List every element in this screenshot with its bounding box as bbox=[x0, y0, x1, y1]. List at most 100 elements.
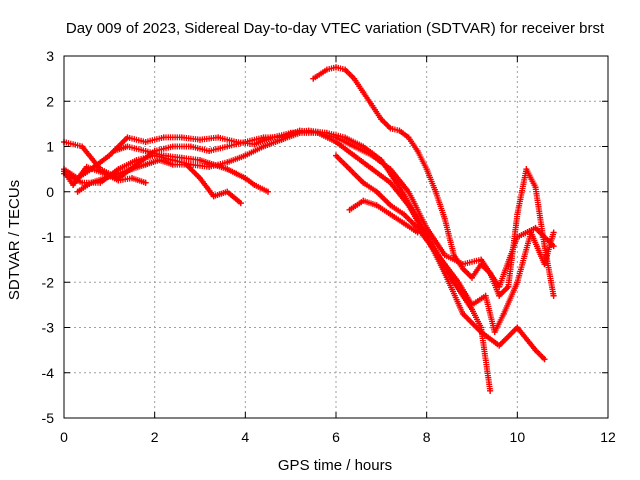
data-point bbox=[187, 143, 194, 150]
data-point bbox=[505, 283, 512, 290]
x-tick-label: 12 bbox=[600, 429, 616, 445]
data-point bbox=[342, 66, 349, 73]
y-axis-label: SDTVAR / TECUs bbox=[6, 180, 23, 300]
data-point bbox=[287, 129, 294, 136]
data-point bbox=[496, 292, 503, 299]
data-point bbox=[333, 152, 339, 159]
data-point bbox=[351, 143, 358, 150]
data-point bbox=[478, 324, 485, 331]
data-point bbox=[491, 329, 498, 336]
data-point bbox=[133, 157, 140, 164]
data-point bbox=[527, 229, 534, 236]
data-point bbox=[360, 179, 367, 186]
data-point bbox=[482, 292, 489, 299]
data-point bbox=[224, 143, 231, 150]
chart-title: Day 009 of 2023, Sidereal Day-to-day VTE… bbox=[66, 20, 605, 37]
data-point bbox=[351, 152, 358, 159]
data-point bbox=[360, 197, 367, 204]
data-point bbox=[401, 220, 407, 227]
data-point bbox=[160, 134, 167, 141]
data-point bbox=[88, 179, 95, 186]
data-point bbox=[373, 202, 380, 209]
data-point bbox=[450, 252, 457, 259]
data-point bbox=[242, 175, 249, 182]
data-point bbox=[441, 261, 448, 268]
data-point bbox=[156, 157, 163, 164]
y-tick-label: 0 bbox=[46, 184, 54, 200]
y-tick-label: -5 bbox=[42, 410, 55, 426]
data-point bbox=[296, 129, 303, 136]
data-point bbox=[369, 152, 376, 159]
data-point bbox=[233, 138, 240, 145]
data-point bbox=[215, 134, 222, 141]
y-tick-label: 1 bbox=[46, 139, 54, 155]
grid-lines bbox=[64, 56, 608, 418]
data-point bbox=[106, 152, 113, 159]
data-point bbox=[142, 161, 149, 168]
data-point bbox=[160, 152, 167, 159]
data-point bbox=[224, 166, 231, 173]
data-point bbox=[251, 181, 258, 188]
data-point bbox=[469, 274, 475, 281]
data-point bbox=[183, 161, 190, 168]
data-point bbox=[110, 148, 117, 155]
data-point bbox=[79, 143, 86, 150]
data-point bbox=[346, 206, 353, 213]
data-point bbox=[333, 64, 339, 71]
data-point bbox=[129, 175, 135, 182]
data-point bbox=[405, 134, 412, 141]
series-track-4 bbox=[310, 64, 557, 299]
data-point bbox=[251, 141, 258, 148]
data-point bbox=[396, 127, 403, 134]
data-point bbox=[523, 166, 530, 173]
data-point bbox=[260, 134, 267, 141]
data-point bbox=[178, 134, 185, 141]
data-point bbox=[210, 193, 217, 200]
data-point bbox=[550, 229, 557, 236]
data-point bbox=[310, 75, 317, 82]
data-point bbox=[124, 143, 131, 150]
data-point bbox=[550, 243, 557, 250]
data-point bbox=[360, 89, 367, 96]
data-point bbox=[487, 270, 494, 277]
y-tick-label: 3 bbox=[46, 48, 54, 64]
data-point bbox=[142, 138, 149, 145]
data-point bbox=[469, 301, 475, 308]
data-point bbox=[237, 200, 244, 207]
data-point bbox=[378, 116, 385, 123]
data-point bbox=[532, 347, 539, 354]
data-point bbox=[387, 179, 394, 186]
data-point bbox=[101, 170, 108, 177]
data-point bbox=[387, 166, 394, 173]
data-point bbox=[342, 134, 349, 141]
data-point bbox=[197, 157, 203, 164]
x-tick-label: 6 bbox=[332, 429, 340, 445]
data-point bbox=[414, 148, 421, 155]
data-point bbox=[405, 188, 412, 195]
data-point bbox=[70, 181, 77, 188]
data-point bbox=[124, 134, 131, 141]
data-point bbox=[233, 170, 240, 177]
data-point bbox=[373, 188, 380, 195]
data-point bbox=[478, 261, 485, 268]
data-point bbox=[360, 143, 367, 150]
data-point bbox=[369, 102, 376, 109]
data-point bbox=[496, 342, 503, 349]
data-point bbox=[414, 215, 421, 222]
data-point bbox=[265, 188, 271, 195]
data-point bbox=[441, 215, 448, 222]
data-point bbox=[532, 184, 539, 191]
data-point bbox=[74, 188, 81, 195]
y-tick-label: -1 bbox=[42, 229, 55, 245]
series-track-8 bbox=[333, 152, 557, 336]
x-tick-label: 4 bbox=[241, 429, 249, 445]
data-point bbox=[541, 261, 548, 268]
data-point bbox=[206, 148, 213, 155]
data-point bbox=[387, 202, 394, 209]
data-point bbox=[455, 279, 462, 286]
data-point bbox=[500, 310, 507, 317]
data-point bbox=[487, 387, 494, 394]
y-tick-label: -4 bbox=[42, 365, 55, 381]
